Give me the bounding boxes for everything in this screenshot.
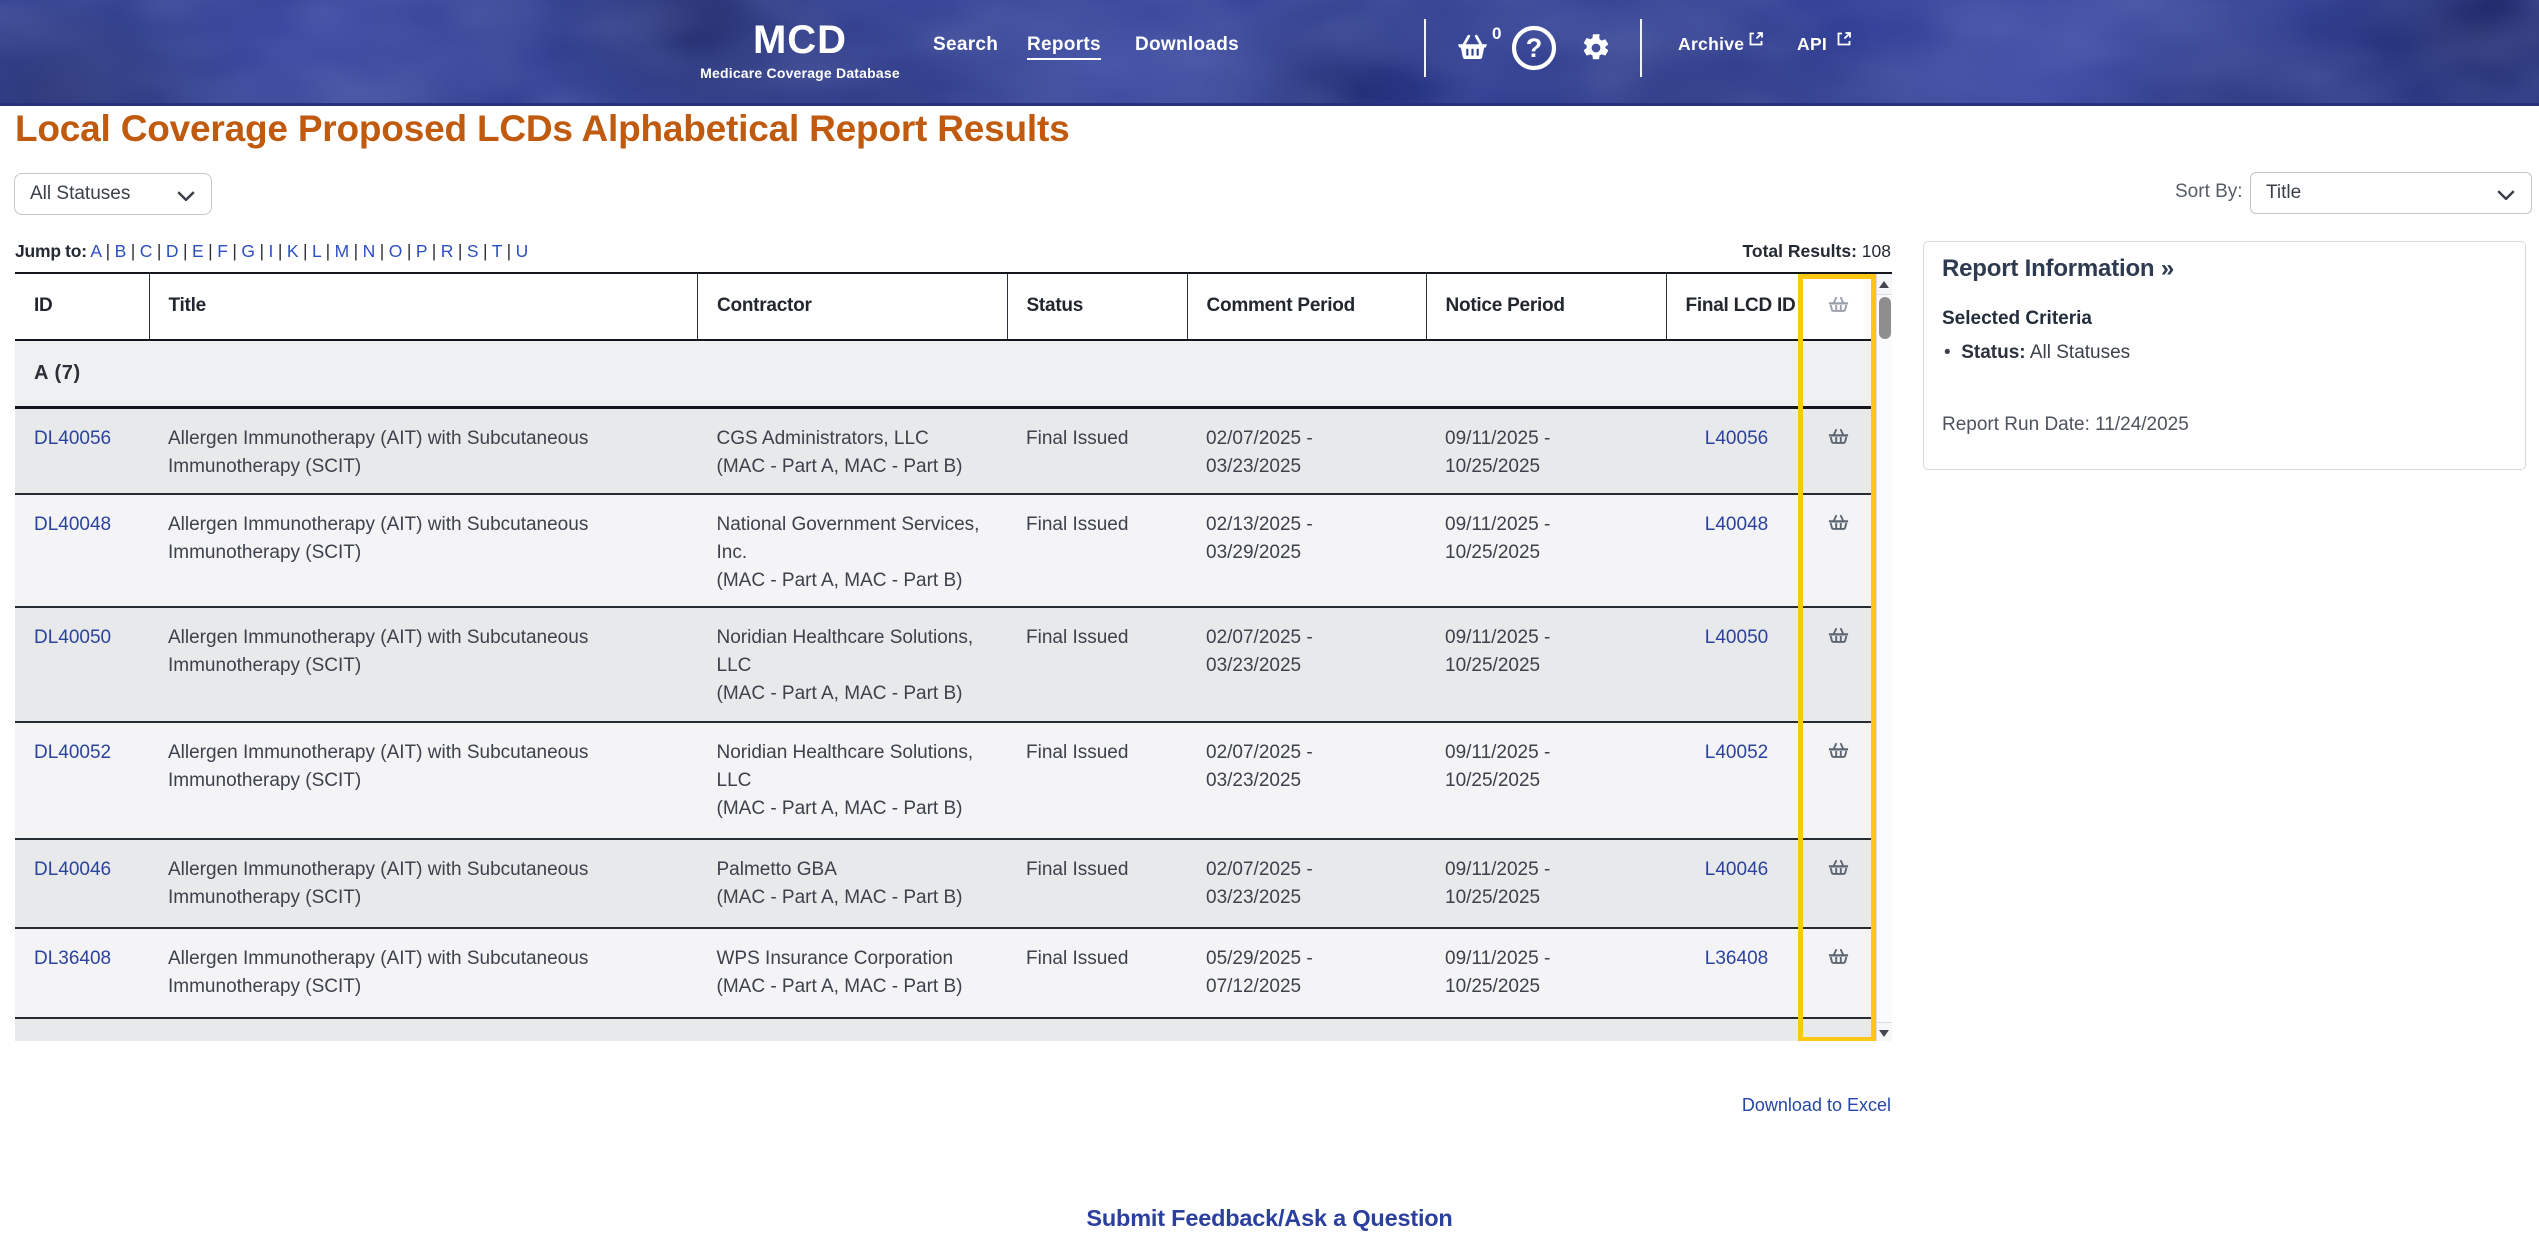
svg-text:?: ?	[1526, 33, 1543, 63]
